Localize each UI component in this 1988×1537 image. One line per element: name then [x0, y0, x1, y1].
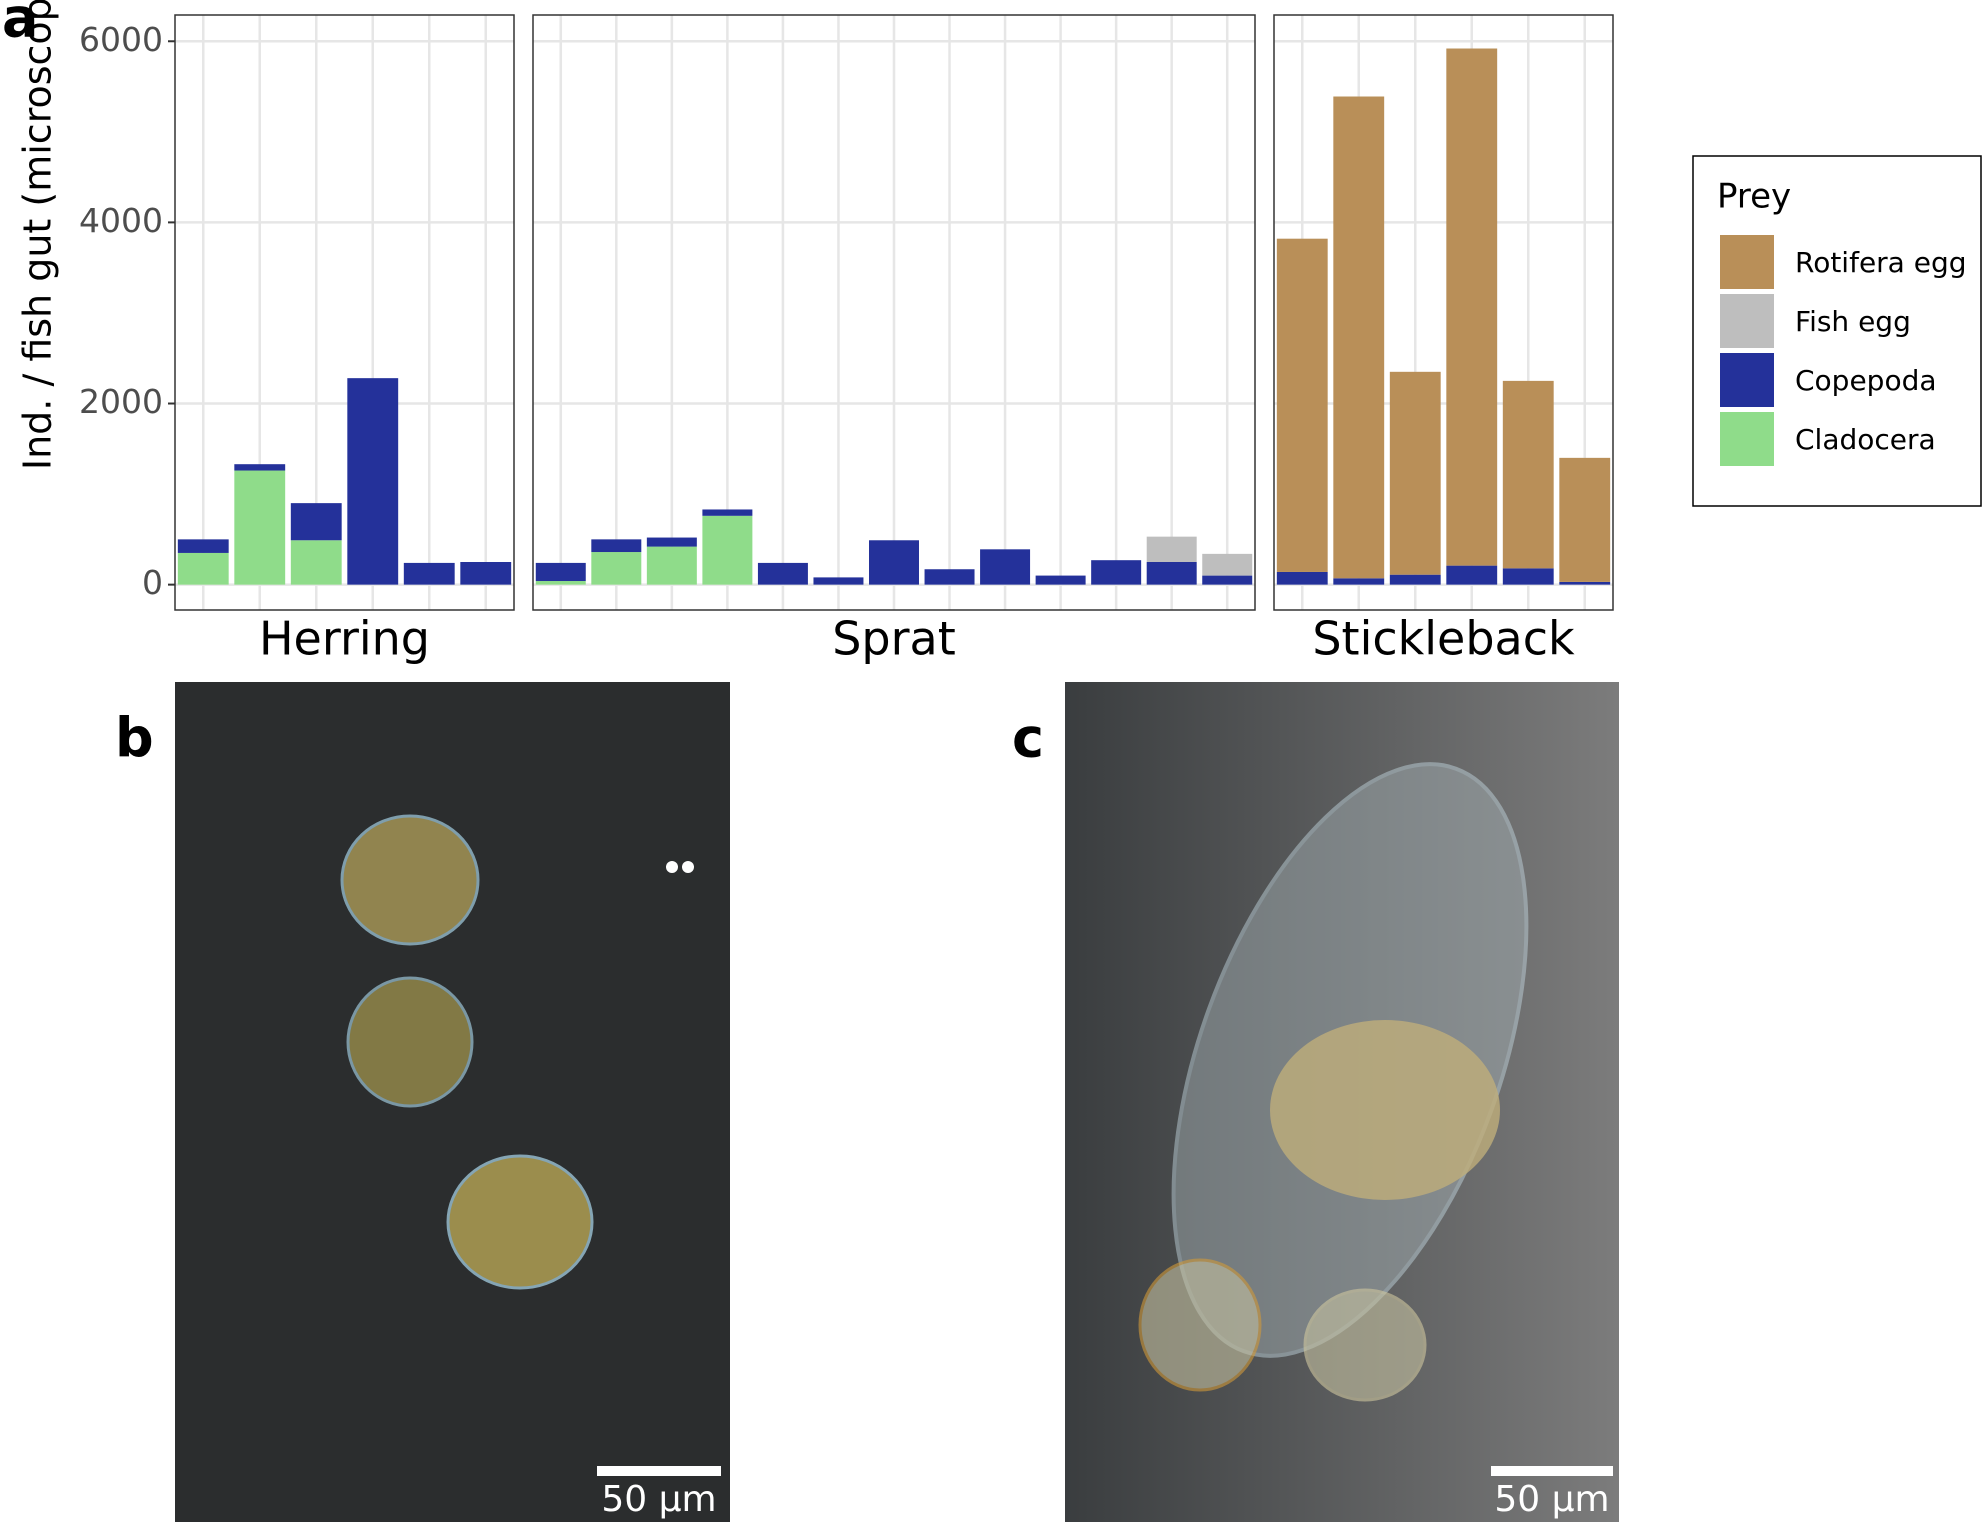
- legend-label: Rotifera egg: [1795, 246, 1967, 279]
- panel-label: b: [115, 707, 154, 770]
- bar-segment: [1446, 565, 1498, 585]
- bar-segment: [813, 577, 864, 585]
- panel-label: a: [2, 0, 38, 50]
- bar-segment: [177, 539, 229, 553]
- bar-segment: [234, 464, 286, 471]
- bar-segment: [290, 503, 342, 541]
- legend-swatch: [1720, 412, 1774, 466]
- legend-swatch: [1720, 294, 1774, 348]
- bar-segment: [1502, 380, 1554, 569]
- bar-segment: [1091, 560, 1142, 585]
- bar-segment: [702, 515, 753, 585]
- bar-segment: [757, 562, 808, 585]
- bar-segment: [234, 470, 286, 585]
- bar-segment: [1446, 48, 1498, 566]
- bar-segment: [290, 540, 342, 585]
- bar-segment: [1202, 575, 1253, 585]
- bar-segment: [1146, 536, 1197, 563]
- bar-segment: [1202, 553, 1253, 576]
- bar-segment: [980, 549, 1031, 585]
- bar-segment: [591, 552, 642, 585]
- bar-segment: [1502, 568, 1554, 585]
- scale-bar-label: 50 µm: [1494, 1479, 1609, 1520]
- bar-segment: [535, 562, 586, 582]
- bar-segment: [460, 562, 512, 585]
- bar-segment: [1559, 457, 1611, 582]
- scale-bar-label: 50 µm: [601, 1479, 716, 1520]
- panel-border: [1273, 14, 1614, 611]
- bar-segment: [1276, 571, 1328, 585]
- bar-segment: [1035, 575, 1086, 585]
- legend-title: Prey: [1717, 177, 1791, 217]
- y-tick-label: 2000: [79, 382, 163, 421]
- panel-border: [532, 14, 1256, 611]
- bar-segment: [403, 562, 455, 585]
- bar-segment: [1146, 562, 1197, 585]
- bar-segment: [869, 540, 919, 585]
- bar-segment: [1276, 238, 1328, 572]
- legend-swatch: [1720, 235, 1774, 289]
- panel-border: [174, 14, 515, 611]
- bar-segment: [1559, 581, 1611, 585]
- bar-segment: [646, 546, 697, 585]
- y-axis-label: Ind. / fish gut (microscopy): [16, 0, 60, 470]
- micrograph-c: 50 µm: [1065, 682, 1619, 1522]
- y-tick-label: 4000: [79, 201, 163, 240]
- bar-segment: [591, 539, 642, 553]
- bar-segment: [1333, 578, 1385, 585]
- bar-segment: [924, 569, 975, 585]
- bar-segment: [646, 537, 697, 547]
- bar-segment: [177, 552, 229, 585]
- micrograph-b: 50 µm: [175, 682, 730, 1522]
- legend-swatch: [1720, 353, 1774, 407]
- panel-background: [175, 15, 514, 610]
- facet-label: Stickleback: [1312, 612, 1575, 666]
- bar-segment: [1389, 371, 1441, 575]
- legend-label: Copepoda: [1795, 364, 1937, 397]
- legend-label: Fish egg: [1795, 305, 1911, 338]
- bar-segment: [1389, 574, 1441, 585]
- facet-label: Herring: [259, 612, 430, 666]
- y-tick-label: 0: [142, 563, 163, 602]
- bar-segment: [702, 509, 753, 516]
- panel-background: [1274, 15, 1613, 610]
- bar-segment: [535, 581, 586, 585]
- bar-segment: [347, 378, 399, 585]
- facet-label: Sprat: [832, 612, 956, 666]
- y-tick-label: 6000: [79, 20, 163, 59]
- bar-segment: [1333, 96, 1385, 579]
- legend-label: Cladocera: [1795, 423, 1936, 456]
- panel-label: c: [1012, 707, 1044, 770]
